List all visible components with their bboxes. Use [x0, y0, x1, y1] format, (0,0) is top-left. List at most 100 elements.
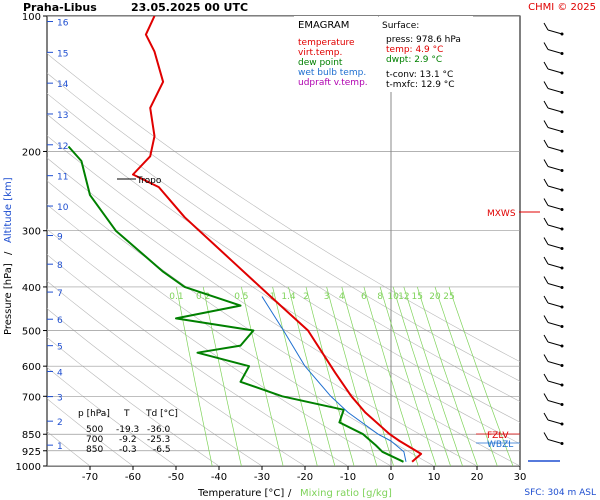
legend-box [294, 16, 378, 94]
mixing-ratio-label: 15 [412, 292, 423, 302]
wind-barb [543, 159, 564, 172]
wind-barb [543, 276, 564, 289]
x-tick-label: 20 [471, 472, 484, 483]
table-row-td: -25.3 [147, 435, 170, 445]
x-axis-label-sep: / [288, 488, 292, 499]
altitude-tick-label: 13 [57, 111, 68, 121]
altitude-tick-label: 16 [57, 19, 69, 29]
mixing-ratio-line [305, 286, 355, 466]
legend-title: EMAGRAM [298, 20, 349, 31]
surface-tmxfc: t-mxfc: 12.9 °C [386, 80, 455, 90]
wind-barb-feather [543, 139, 549, 148]
mixing-ratio-label: 12 [398, 292, 409, 302]
wind-barb-staff [547, 127, 563, 132]
wind-barb-dot [560, 305, 564, 309]
y-tick-label: 500 [22, 327, 41, 338]
legend-updraft: udpraft v.temp. [298, 78, 368, 88]
wind-barb-feather [543, 22, 549, 31]
wind-barb-dot [560, 364, 564, 367]
x-tick-label: -60 [125, 472, 141, 483]
altitude-tick-label: 14 [57, 80, 69, 90]
wind-barb-dot [560, 344, 564, 348]
y-tick-label: 850 [22, 430, 41, 441]
wind-barb-feather [543, 412, 549, 421]
wind-barb [543, 61, 564, 75]
wind-barb-dot [560, 422, 564, 426]
wind-barb-staff [547, 322, 563, 327]
dry-adiabat [47, 72, 520, 382]
wind-barb-staff [547, 341, 563, 347]
wind-barb-staff [547, 29, 563, 35]
altitude-tick-label: 12 [57, 142, 68, 152]
wind-barb-staff [547, 380, 563, 386]
mixing-ratio-line [403, 286, 463, 466]
wind-barb-feather [543, 256, 549, 265]
wind-barb-staff [547, 205, 563, 210]
wind-barb-feather [543, 354, 549, 362]
mixing-ratio-label: 2 [303, 292, 309, 302]
wind-barb-staff [547, 361, 563, 366]
table-row-t: -9.2 [119, 435, 137, 445]
surface-dwpt: dwpt: 2.9 °C [386, 55, 442, 65]
mixing-ratio-line [434, 286, 498, 466]
surface-tconv: t-conv: 13.1 °C [386, 70, 453, 80]
legend-wet-bulb: wet bulb temp. [298, 68, 366, 78]
sfc-label: SFC: 304 m ASL [524, 488, 596, 498]
x-tick-label: 0 [388, 472, 394, 483]
altitude-tick-label: 8 [57, 261, 63, 271]
x-tick-label: -20 [297, 472, 313, 483]
mixing-ratio-label: 0.5 [234, 292, 248, 302]
wind-barb-feather [543, 393, 549, 401]
wind-barb-dot [560, 188, 564, 192]
wind-barb-dot [560, 91, 564, 94]
wind-barb-dot [560, 247, 564, 250]
wind-barb-dot [560, 403, 564, 406]
surface-press: press: 978.6 hPa [386, 35, 461, 45]
x-tick-label: 10 [428, 472, 441, 483]
wind-barb [543, 295, 564, 309]
mixing-ratio-label: 25 [443, 292, 454, 302]
wind-barb-dot [560, 325, 564, 328]
wind-barb-feather [543, 42, 549, 50]
wind-barb-staff [547, 400, 563, 405]
mxws-label: MXWS [487, 209, 516, 219]
wind-barb-dot [560, 52, 564, 55]
y-tick-label: 200 [22, 147, 41, 158]
table-row-t: -0.3 [119, 445, 137, 455]
mixing-ratio-label: 1 [270, 292, 276, 302]
wind-barb-dot [560, 169, 564, 172]
table-header-td: Td [°C] [145, 409, 178, 419]
x-tick-label: -70 [82, 472, 98, 483]
wind-barb-feather [543, 217, 549, 226]
wind-barb [543, 432, 564, 445]
table-row-p: 700 [86, 435, 103, 445]
y-axis-label-pressure: Pressure [hPa] [3, 263, 14, 335]
altitude-tick-label: 10 [57, 203, 69, 213]
wind-barb-feather [543, 315, 549, 323]
profile-temperature [132, 16, 423, 463]
y-tick-label: 300 [22, 227, 41, 238]
table-row-p: 500 [86, 425, 103, 435]
y-axis-label-altitude: Altitude [km] [3, 177, 14, 243]
wind-barb-staff [547, 283, 563, 288]
x-tick-label: -40 [211, 472, 227, 483]
x-tick-label: -10 [340, 472, 356, 483]
altitude-tick-label: 1 [57, 442, 63, 452]
mixing-ratio-line [202, 286, 242, 466]
mixing-ratio-line [448, 286, 514, 466]
tropopause-label: Tropo [136, 176, 162, 186]
station-title: Praha-Libus [23, 1, 97, 14]
wind-barb [543, 22, 564, 36]
wind-barb-staff [547, 88, 563, 93]
x-tick-label: -50 [168, 472, 184, 483]
wind-barb [543, 120, 564, 133]
wind-barb-dot [560, 149, 564, 153]
x-tick-label: 30 [514, 472, 527, 483]
wind-barb [543, 217, 564, 231]
wind-barb-feather [543, 81, 549, 89]
wind-barb-staff [547, 68, 563, 74]
wind-barb-staff [547, 49, 563, 54]
wind-barb-feather [543, 373, 549, 382]
altitude-tick-label: 4 [57, 368, 63, 378]
surface-title: Surface: [382, 21, 419, 31]
